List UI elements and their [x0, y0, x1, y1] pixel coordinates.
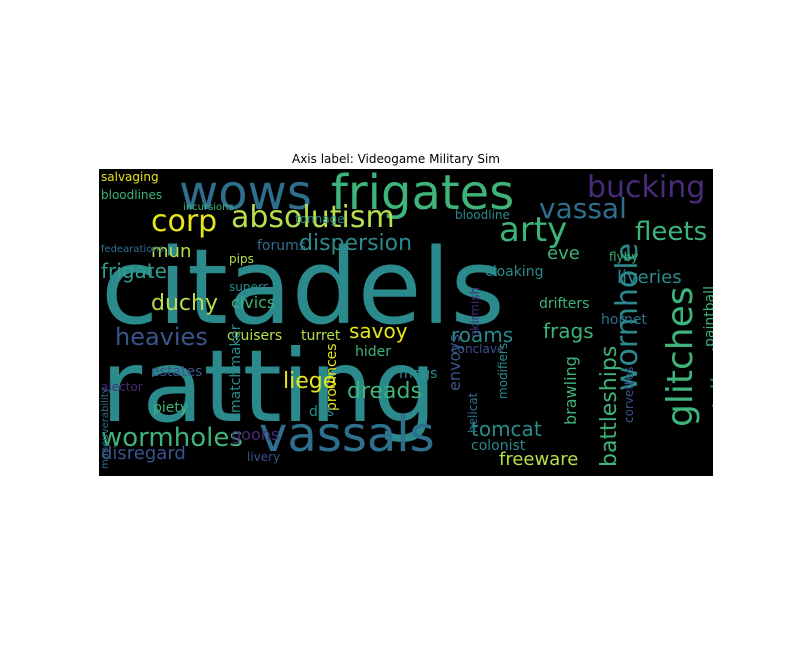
word-eve: eve: [547, 243, 580, 264]
word-ratting: ratting: [101, 328, 437, 445]
word-colonist: colonist: [471, 438, 526, 454]
word-fleets: fleets: [635, 217, 708, 247]
word-alector: alector: [101, 380, 143, 394]
word-supers: supers: [229, 280, 270, 294]
word-pips: pips: [229, 252, 254, 266]
word-cloud: citadels ratting frigates wows vassals buckin…: [99, 169, 713, 476]
word-conclave: conclave: [451, 342, 505, 356]
word-drifters: drifters: [539, 296, 590, 312]
word-modifiers: modifiers: [496, 342, 510, 399]
word-fedearations: fedearations: [101, 244, 164, 255]
word-cloaking: cloaking: [485, 264, 544, 280]
word-dds: dds: [309, 404, 335, 420]
word-estates: estates: [151, 364, 203, 380]
word-corp: corp: [151, 204, 218, 239]
word-disregard: disregard: [101, 443, 186, 464]
word-liveries: liveries: [617, 267, 682, 288]
word-duchy: duchy: [151, 291, 218, 316]
word-civics: civics: [231, 293, 276, 312]
word-vassal: vassal: [539, 192, 627, 225]
chart-title: Axis label: Videogame Military Sim: [292, 152, 500, 166]
word-corvettes: corvettes: [622, 366, 636, 423]
word-wows: wows: [179, 169, 312, 221]
word-frigates: frigates: [331, 169, 515, 221]
word-citadels: citadels: [101, 226, 505, 348]
word-bloodlines: bloodlines: [101, 188, 163, 202]
word-skirmish: skirmish: [468, 286, 482, 337]
word-glitches: glitches: [660, 286, 701, 427]
word-mags: mags: [399, 366, 438, 382]
word-absolutism: absolutism: [231, 200, 395, 235]
word-livery: livery: [247, 450, 281, 464]
word-bloodline: bloodline: [455, 208, 510, 222]
word-paintball: paintball: [702, 286, 713, 347]
word-brawling: brawling: [561, 356, 580, 425]
word-hider: hider: [355, 344, 392, 360]
word-goons: goons: [231, 425, 280, 444]
word-cruisers: cruisers: [227, 328, 283, 344]
word-salvaging: salvaging: [101, 170, 159, 184]
word-mun: mun: [151, 241, 192, 262]
word-provinces: provinces: [324, 343, 340, 411]
word-hornet: hornet: [601, 312, 647, 328]
word-frags: frags: [543, 319, 594, 343]
word-maneuverability: maneuverability: [100, 387, 111, 469]
word-freeware: freeware: [499, 449, 579, 470]
word-turret: turret: [301, 328, 341, 344]
word-tonnage: tonnage: [295, 212, 345, 226]
word-battleships: battleships: [597, 345, 622, 467]
word-bucking: bucking: [587, 170, 706, 205]
word-liege: liege: [283, 369, 337, 394]
word-helicat: helicat: [466, 392, 480, 433]
word-tomcat: tomcat: [471, 417, 542, 441]
word-piety: piety: [153, 400, 189, 416]
word-dispersion: dispersion: [299, 231, 413, 256]
word-wormholes: wormholes: [101, 423, 243, 453]
word-matchmaker: matchmaker: [228, 324, 244, 413]
word-heavies: heavies: [115, 323, 208, 351]
word-frigate: frigate: [101, 259, 167, 283]
word-arty: arty: [499, 210, 568, 250]
word-incursions: incursions: [183, 202, 234, 213]
word-dreads: dreads: [347, 379, 422, 404]
word-forums: forums: [257, 238, 307, 254]
word-flyby: flyby: [609, 250, 639, 264]
word-vassals: vassals: [259, 407, 435, 463]
word-roams: roams: [451, 323, 514, 347]
word-savoy: savoy: [349, 319, 408, 343]
